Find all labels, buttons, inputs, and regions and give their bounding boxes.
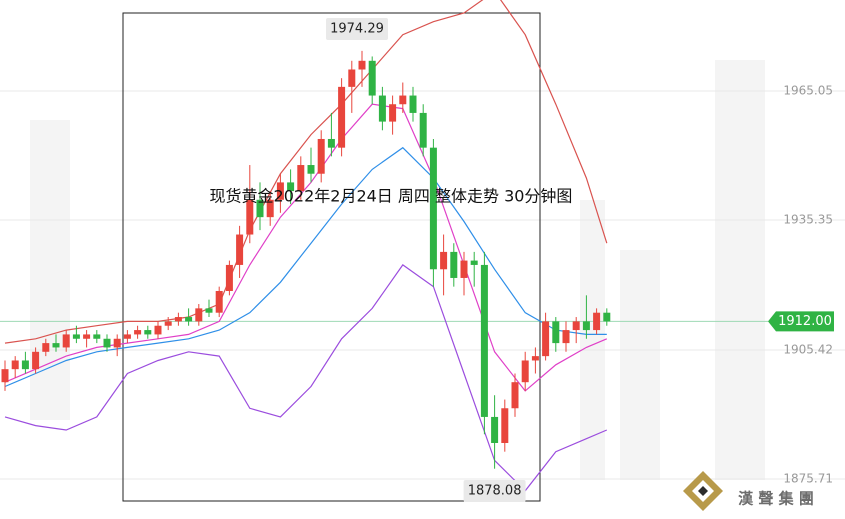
background-decor <box>30 60 765 480</box>
y-tick-label: 1965.05 <box>783 83 833 97</box>
candle-body <box>174 317 182 322</box>
candle-body <box>511 382 519 409</box>
candle-body <box>450 251 458 278</box>
candle-body <box>72 334 80 339</box>
candle-body <box>582 321 590 331</box>
candle-body <box>368 60 376 96</box>
candle-body <box>32 351 40 370</box>
candle-body <box>542 321 550 357</box>
candle-body <box>113 338 121 348</box>
candle-body <box>470 260 478 265</box>
candle-body <box>480 264 488 417</box>
candle-body <box>195 308 203 322</box>
candle-body <box>389 104 397 122</box>
candle-body <box>562 330 570 344</box>
candle-body <box>144 330 152 335</box>
candle-body <box>419 112 427 148</box>
last-price-tag <box>768 311 834 332</box>
price-annotation-bg <box>326 18 388 40</box>
candle-body <box>52 343 60 348</box>
candle-body <box>11 360 19 370</box>
indicator-line <box>4 103 608 392</box>
candle-body <box>338 86 346 148</box>
candle-body <box>552 321 560 344</box>
candle-body <box>134 330 142 335</box>
y-tick-label: 1935.35 <box>783 212 833 226</box>
candle-body <box>266 199 274 218</box>
candle-body <box>358 60 366 70</box>
candle-body <box>256 199 264 218</box>
candle-body <box>246 199 254 235</box>
candle-body <box>123 334 131 339</box>
candle-body <box>307 165 315 174</box>
highlight-box <box>122 12 541 502</box>
candle-body <box>225 264 233 291</box>
candle-body <box>185 317 193 322</box>
candle-body <box>491 416 499 443</box>
candle-body <box>215 290 223 313</box>
indicator-line <box>4 146 607 388</box>
candle-body <box>378 95 386 122</box>
candle-body <box>42 343 50 352</box>
price-annotation: 1974.29 <box>330 22 384 37</box>
candle-body <box>287 182 295 192</box>
candle-body <box>205 308 213 313</box>
candle-body <box>93 334 101 339</box>
candle-body <box>276 182 284 200</box>
candle-body <box>236 234 244 265</box>
candle-body <box>409 95 417 113</box>
y-tick-label: 1875.71 <box>783 472 833 486</box>
candle-body <box>399 95 407 105</box>
candle-body <box>164 321 172 326</box>
candle-body <box>1 369 9 383</box>
candle-body <box>317 138 325 174</box>
candle-body <box>21 360 29 370</box>
price-annotation: 1878.08 <box>468 484 522 499</box>
candle-body <box>501 408 509 443</box>
candle-body <box>603 312 611 322</box>
indicator-line <box>4 264 608 492</box>
indicator-line <box>4 0 608 344</box>
candle-body <box>572 321 580 331</box>
candle-body <box>154 325 162 335</box>
chart-title: 现货黄金2022年2月24日 周四 整体走势 30分钟图 <box>210 187 573 206</box>
candle-body <box>348 69 356 87</box>
candle-body <box>593 312 601 331</box>
y-tick-label: 1905.42 <box>783 342 833 356</box>
logo <box>683 471 723 511</box>
candle-body <box>531 356 539 361</box>
candle-body <box>62 334 70 348</box>
candle-body <box>460 260 468 278</box>
candle-body <box>521 360 529 383</box>
candle-body <box>429 147 437 270</box>
candle-body <box>103 338 111 348</box>
candle-body <box>327 138 335 148</box>
last-price-label: 1912.00 <box>778 314 832 329</box>
watermark: 漢 聲 集 團 <box>738 490 814 508</box>
price-annotation-bg <box>463 480 526 502</box>
candle-body <box>83 334 91 339</box>
candle-body <box>297 165 305 192</box>
candle-body <box>440 251 448 270</box>
